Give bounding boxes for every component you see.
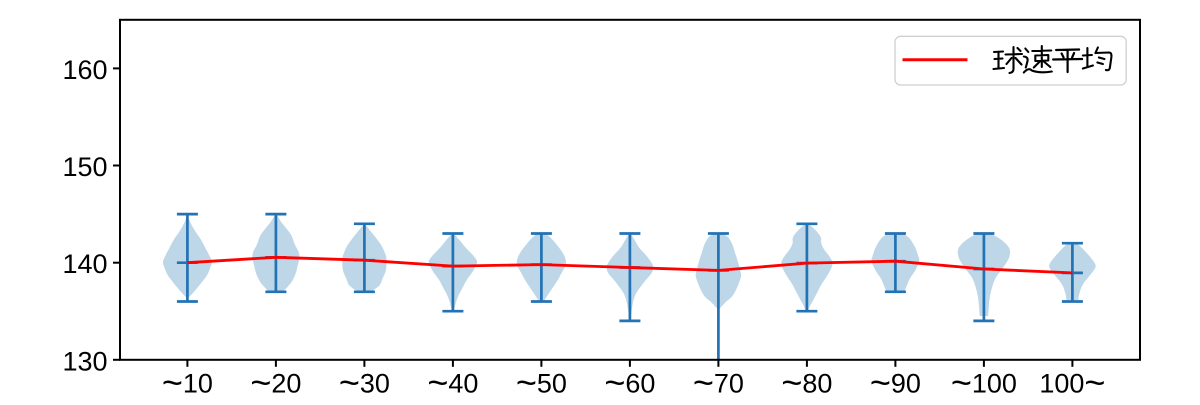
svg-text:140: 140 (62, 249, 107, 279)
svg-text:~100: ~100 (951, 362, 1017, 400)
svg-text:160: 160 (62, 55, 107, 85)
svg-text:~70: ~70 (693, 362, 744, 400)
svg-text:~90: ~90 (870, 362, 921, 400)
svg-text:130: 130 (62, 346, 107, 376)
svg-text:~20: ~20 (250, 362, 301, 400)
svg-text:150: 150 (62, 152, 107, 182)
svg-text:~80: ~80 (781, 362, 832, 400)
svg-text:~50: ~50 (516, 362, 567, 400)
svg-text:~30: ~30 (339, 362, 390, 400)
svg-text:100~: 100~ (1039, 362, 1105, 400)
svg-text:~40: ~40 (427, 362, 478, 400)
svg-text:~60: ~60 (604, 362, 655, 400)
svg-text:~10: ~10 (162, 362, 213, 400)
